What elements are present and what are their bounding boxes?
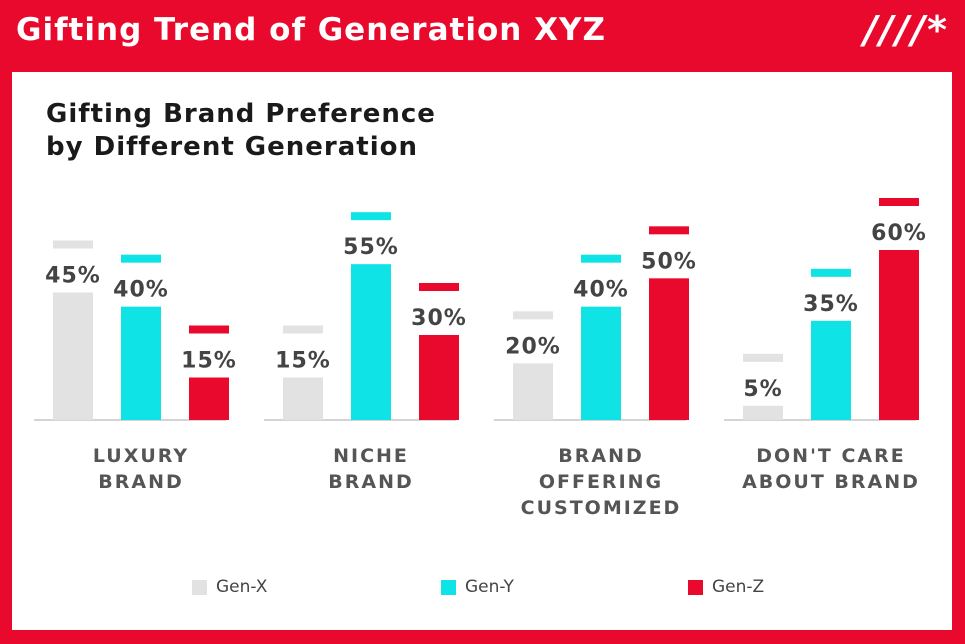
- bar-gen-z-3: [649, 278, 689, 420]
- value-label-gen-z-3: 50%: [641, 249, 697, 274]
- category-label-1-line-2: BRAND: [98, 471, 184, 493]
- value-label-gen-z-2: 30%: [411, 306, 467, 331]
- bar-gen-y-1: [121, 306, 161, 420]
- bar-chart: 45% 40% 15% LUXURY BRAND 15% 55% 30% NICHE BRAND 2…: [34, 198, 927, 519]
- value-label-gen-x-4: 5%: [743, 377, 782, 402]
- legend-label-gen-x: Gen-X: [216, 577, 268, 597]
- bar-cap-gen-x-3: [513, 311, 553, 320]
- bar-cap-gen-z-2: [419, 283, 459, 291]
- bar-cap-gen-x-1: [53, 240, 93, 249]
- bar-gen-x-1: [53, 292, 93, 420]
- category-label-3-line-1: BRAND: [558, 445, 644, 467]
- category-label-1-line-1: LUXURY: [93, 445, 189, 467]
- legend-label-gen-z: Gen-Z: [712, 577, 765, 597]
- bar-gen-z-4: [879, 250, 919, 420]
- bar-gen-y-2: [351, 264, 391, 420]
- legend-swatch-gen-z: [688, 579, 703, 595]
- header-title: Gifting Trend of Generation XYZ: [16, 12, 606, 48]
- category-label-4-line-1: DON'T CARE: [756, 445, 905, 467]
- value-label-gen-y-2: 55%: [343, 235, 399, 260]
- chart-title-line-1: Gifting Brand Preference: [46, 99, 436, 129]
- brand-mark: ////*: [863, 8, 949, 52]
- legend-item-gen-z: Gen-Z: [688, 577, 764, 597]
- legend: Gen-X Gen-Y Gen-Z: [12, 577, 952, 607]
- value-label-gen-z-4: 60%: [871, 221, 927, 246]
- bar-cap-gen-y-2: [351, 212, 391, 221]
- value-label-gen-y-4: 35%: [803, 292, 859, 317]
- bar-gen-x-4: [743, 405, 783, 420]
- bar-cap-gen-y-1: [121, 254, 161, 263]
- legend-item-gen-x: Gen-X: [192, 577, 267, 597]
- value-label-gen-x-3: 20%: [505, 334, 561, 359]
- chart-title-line-2: by Different Generation: [46, 132, 419, 162]
- bar-cap-gen-x-2: [283, 325, 323, 334]
- legend-swatch-gen-y: [441, 579, 456, 595]
- category-label-2-line-2: BRAND: [328, 471, 414, 493]
- bar-cap-gen-z-1: [189, 325, 229, 334]
- value-label-gen-x-1: 45%: [45, 264, 101, 289]
- bar-gen-y-4: [811, 320, 851, 420]
- bar-cap-gen-z-3: [649, 226, 689, 235]
- category-label-2-line-1: NICHE: [333, 445, 409, 467]
- bar-gen-z-1: [189, 377, 229, 420]
- category-label-3-line-3: CUSTOMIZED: [521, 497, 682, 519]
- category-label-4-line-2: ABOUT BRAND: [742, 471, 920, 493]
- chart-title: Gifting Brand Preference by Different Ge…: [46, 98, 436, 164]
- bar-gen-x-2: [283, 377, 323, 420]
- value-label-gen-y-1: 40%: [113, 278, 169, 303]
- category-label-3-line-2: OFFERING: [539, 471, 663, 493]
- value-label-gen-z-1: 15%: [181, 349, 237, 374]
- legend-item-gen-y: Gen-Y: [441, 577, 514, 597]
- bar-cap-gen-y-3: [581, 254, 621, 263]
- bar-gen-y-3: [581, 306, 621, 420]
- bar-cap-gen-z-4: [879, 198, 919, 206]
- chart-panel: Gifting Brand Preference by Different Ge…: [12, 72, 952, 630]
- value-label-gen-y-3: 40%: [573, 278, 629, 303]
- legend-swatch-gen-x: [192, 579, 207, 595]
- bar-gen-x-3: [513, 363, 553, 420]
- value-label-gen-x-2: 15%: [275, 349, 331, 374]
- legend-label-gen-y: Gen-Y: [465, 577, 514, 597]
- bar-cap-gen-y-4: [811, 268, 851, 277]
- bar-cap-gen-x-4: [743, 353, 783, 362]
- bar-gen-z-2: [419, 335, 459, 420]
